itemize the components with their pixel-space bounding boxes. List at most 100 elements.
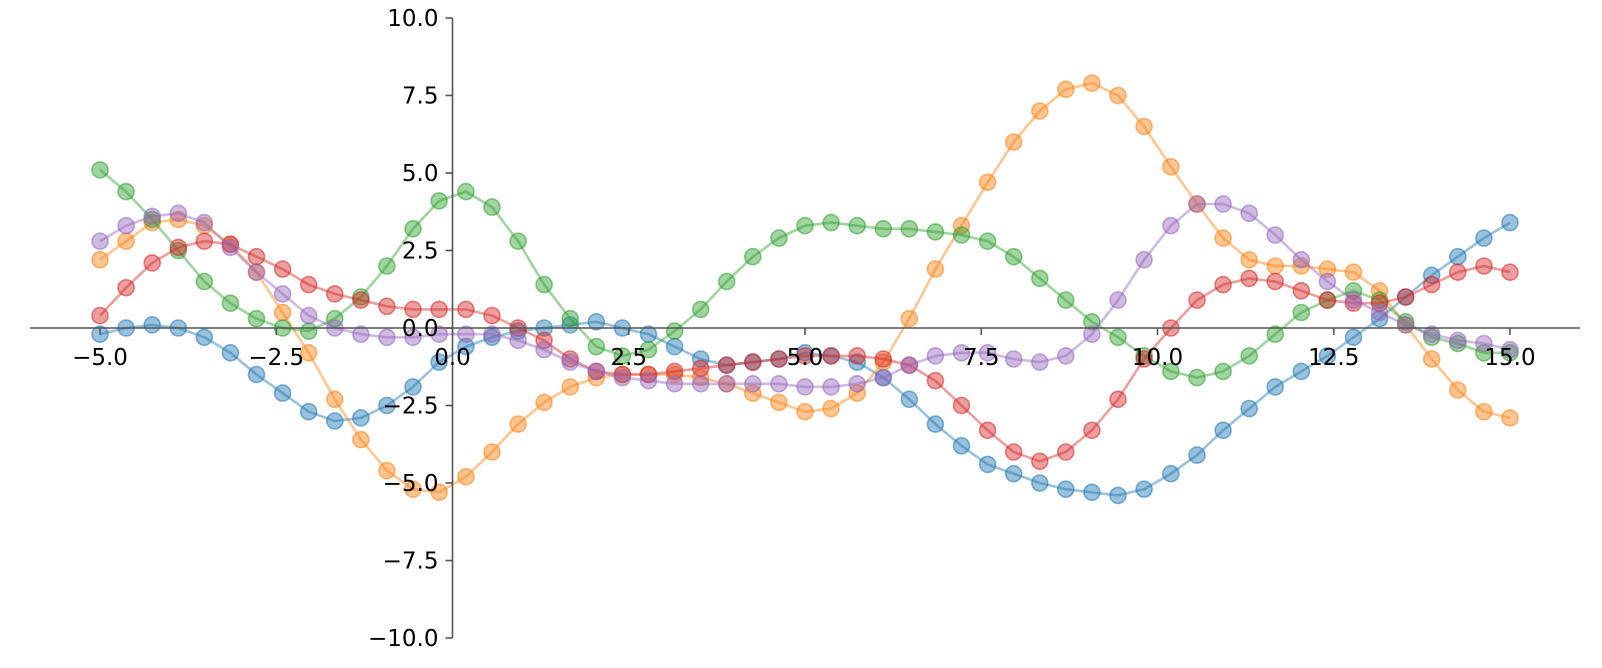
series-4-point (404, 300, 422, 319)
series-4-point (457, 300, 475, 319)
series-5-point (1135, 250, 1153, 269)
series-3-line (99, 168, 1510, 379)
series-1-point (1135, 480, 1153, 499)
series-5-point (587, 362, 606, 381)
series-2-point (691, 368, 710, 387)
series-4-point (273, 260, 292, 278)
series-2-point (352, 430, 370, 449)
series-3-point (509, 232, 527, 250)
series-2-point (509, 415, 527, 433)
series-3-point (325, 309, 344, 328)
x-tick-label: −5.0 (72, 345, 128, 371)
series-3-point (613, 347, 632, 365)
series-2-point (1422, 350, 1441, 368)
series-5-point (352, 325, 370, 344)
series-5-point (926, 347, 945, 365)
series-2-point (926, 260, 945, 278)
series-3-point (1162, 362, 1180, 381)
series-4-line (99, 239, 1511, 463)
series-4-point (378, 297, 396, 316)
series-3-point (1109, 328, 1127, 347)
series-4-point (978, 421, 997, 440)
series-4-point (117, 278, 135, 297)
series-4-point (926, 371, 945, 390)
series-2-point (91, 250, 109, 269)
series-3-point (430, 192, 448, 210)
series-3-point (1214, 362, 1232, 381)
series-5-point (874, 368, 893, 387)
series-4-point (299, 275, 318, 294)
series-1-point (587, 312, 606, 331)
series-5-point (900, 356, 919, 375)
series-1-point (978, 455, 997, 474)
series-2-point (1214, 229, 1232, 247)
series-3-point (822, 213, 840, 232)
series-5-point (639, 371, 658, 390)
series-2-point (1031, 102, 1049, 120)
series-1-point (1422, 266, 1441, 285)
series-2-point (1370, 281, 1389, 300)
series-1-point (299, 402, 318, 421)
series-2-point (299, 343, 318, 362)
series-1-point (247, 365, 266, 384)
y-axis-ticks: −10.0 −7.5 −5.0 −2.5 0.0 2.5 5.0 7.5 10.0 (368, 6, 453, 652)
series-5-point (952, 343, 971, 362)
series-5-point (1370, 303, 1389, 322)
series-5 (91, 195, 1519, 396)
series-4-point (1109, 390, 1127, 409)
series-1-point (952, 436, 971, 455)
series-1-point (1162, 464, 1180, 483)
x-tick-label: 7.5 (963, 345, 1000, 371)
series-2-point (1135, 117, 1153, 136)
series-4 (91, 232, 1519, 471)
series-2-point (404, 480, 422, 499)
series-4-point (717, 356, 736, 375)
series-5-point (169, 204, 188, 223)
series-3-point (691, 300, 710, 319)
series-3-point (926, 223, 945, 241)
series-3-point (117, 182, 135, 201)
series-5-point (430, 325, 448, 344)
series-2-point (457, 467, 475, 486)
series-1-point (1240, 399, 1258, 418)
series-4-point (639, 365, 658, 384)
series-5-point (509, 331, 527, 350)
series-5-point (299, 306, 318, 325)
series-5-point (1422, 325, 1441, 344)
series-4-point (1240, 269, 1258, 288)
series-4-point (325, 285, 344, 303)
series-3-point (874, 220, 893, 238)
series-3-point (900, 220, 919, 238)
series-3-point (1475, 343, 1493, 362)
series-4-point (822, 347, 840, 365)
series-2-point (1292, 257, 1311, 275)
series-5-point (1344, 291, 1363, 309)
series-4-point (483, 306, 501, 325)
series-4-point (247, 247, 266, 266)
series-5-point (717, 374, 736, 393)
series-2-point (273, 303, 292, 322)
series-4-point (952, 396, 971, 415)
series-4-point (796, 347, 814, 365)
series-4-point (1318, 291, 1337, 309)
series-1-point (273, 384, 292, 402)
series-2-point (1240, 250, 1258, 269)
series-4-point (1396, 288, 1415, 306)
y-tick-label: 10.0 (387, 6, 438, 32)
series-1 (91, 213, 1519, 505)
series-5-point (1266, 226, 1284, 244)
series-3-point (1083, 312, 1101, 331)
series-3-point (978, 232, 997, 250)
series-2-point (822, 399, 840, 418)
series-5-point (117, 216, 135, 235)
y-tick-label: −10.0 (368, 626, 438, 652)
series-4-point (1031, 452, 1049, 471)
series-1-point (1109, 486, 1127, 505)
series-4-point (1214, 275, 1232, 294)
series-5-point (1031, 353, 1049, 371)
series-4-point (1422, 275, 1441, 294)
series-5-point (691, 374, 710, 393)
series-3-point (639, 340, 658, 359)
series-2-point (169, 210, 188, 229)
series-3-point (1031, 269, 1049, 288)
